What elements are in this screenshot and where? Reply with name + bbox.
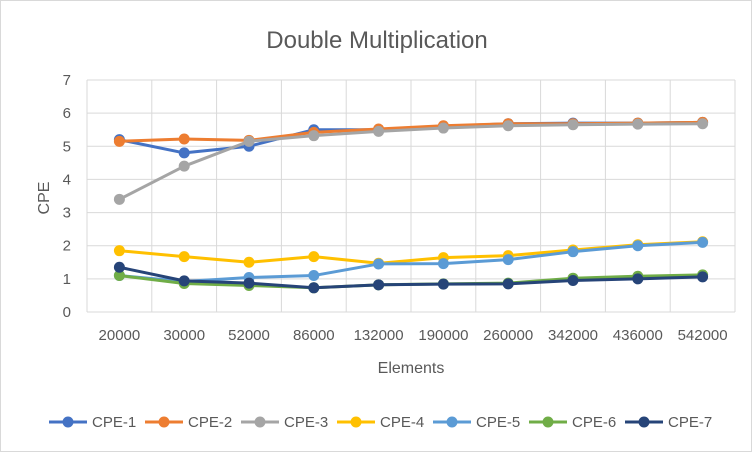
series-line bbox=[118, 122, 703, 201]
legend-label: CPE-3 bbox=[284, 414, 328, 431]
chart-title: Double Multiplication bbox=[266, 27, 487, 54]
data-point bbox=[697, 118, 709, 130]
data-point bbox=[502, 120, 514, 132]
legend-label: CPE-6 bbox=[572, 414, 616, 431]
data-point bbox=[178, 160, 190, 172]
data-point bbox=[243, 277, 255, 289]
y-tick-label: 7 bbox=[63, 72, 71, 89]
legend-item-cpe-2: CPE-2 bbox=[145, 414, 232, 431]
y-axis-ticks: 0 1 2 3 4 5 6 7 bbox=[63, 72, 71, 321]
data-point bbox=[308, 251, 320, 263]
x-tick-label: 542000 bbox=[678, 327, 728, 344]
data-point bbox=[113, 270, 125, 282]
x-tick-label: 30000 bbox=[163, 327, 205, 344]
y-axis-title: CPE bbox=[36, 182, 53, 215]
data-point bbox=[567, 275, 579, 287]
y-tick-label: 1 bbox=[63, 271, 71, 288]
legend-label: CPE-7 bbox=[668, 414, 712, 431]
x-axis-title: Elements bbox=[378, 360, 445, 377]
data-point bbox=[373, 125, 385, 137]
data-point bbox=[632, 273, 644, 285]
data-point bbox=[632, 240, 644, 252]
legend-item-cpe-4: CPE-4 bbox=[337, 414, 424, 431]
data-point bbox=[502, 278, 514, 290]
data-point bbox=[113, 261, 125, 273]
legend-marker bbox=[446, 416, 458, 428]
y-tick-label: 2 bbox=[63, 238, 71, 255]
x-axis-ticks: 20000 30000 52000 86000 132000 190000 260000 34… bbox=[99, 327, 728, 344]
x-tick-label: 132000 bbox=[354, 327, 404, 344]
data-point bbox=[373, 279, 385, 291]
legend-marker bbox=[542, 416, 554, 428]
data-point bbox=[373, 258, 385, 270]
legend: CPE-1 CPE-2 CPE-3 CPE-4 CPE-5 CPE-6 CPE-7 bbox=[49, 414, 712, 431]
legend-item-cpe-7: CPE-7 bbox=[625, 414, 712, 431]
legend-item-cpe-1: CPE-1 bbox=[49, 414, 136, 431]
data-point bbox=[437, 278, 449, 290]
series-line bbox=[119, 265, 703, 290]
x-tick-label: 20000 bbox=[99, 327, 141, 344]
data-point bbox=[178, 147, 190, 159]
y-tick-label: 5 bbox=[63, 138, 71, 155]
x-tick-label: 86000 bbox=[293, 327, 335, 344]
data-point bbox=[113, 135, 125, 147]
data-point bbox=[113, 245, 125, 257]
y-tick-label: 3 bbox=[63, 205, 71, 222]
gridlines bbox=[86, 79, 736, 313]
series-line bbox=[119, 240, 703, 284]
legend-marker bbox=[62, 416, 74, 428]
legend-item-cpe-3: CPE-3 bbox=[241, 414, 328, 431]
legend-item-cpe-6: CPE-6 bbox=[529, 414, 616, 431]
data-point bbox=[308, 270, 320, 282]
x-tick-label: 436000 bbox=[613, 327, 663, 344]
data-point bbox=[308, 282, 320, 294]
x-tick-label: 190000 bbox=[418, 327, 468, 344]
legend-marker bbox=[254, 416, 266, 428]
data-point bbox=[697, 236, 709, 248]
series-cpe-3 bbox=[113, 118, 709, 205]
legend-item-cpe-5: CPE-5 bbox=[433, 414, 520, 431]
data-point bbox=[437, 122, 449, 134]
x-tick-label: 260000 bbox=[483, 327, 533, 344]
y-tick-label: 0 bbox=[63, 304, 71, 321]
y-tick-label: 6 bbox=[63, 105, 71, 122]
data-point bbox=[308, 130, 320, 142]
y-tick-label: 4 bbox=[63, 171, 71, 188]
series-cpe-7 bbox=[113, 261, 709, 294]
legend-marker bbox=[158, 416, 170, 428]
data-point bbox=[178, 251, 190, 263]
data-point bbox=[243, 135, 255, 147]
series-lines bbox=[113, 116, 709, 294]
data-point bbox=[178, 133, 190, 145]
data-point bbox=[567, 246, 579, 258]
data-point bbox=[113, 193, 125, 205]
legend-label: CPE-2 bbox=[188, 414, 232, 431]
x-tick-label: 342000 bbox=[548, 327, 598, 344]
legend-label: CPE-4 bbox=[380, 414, 424, 431]
data-point bbox=[178, 275, 190, 287]
legend-marker bbox=[350, 416, 362, 428]
data-point bbox=[243, 256, 255, 268]
legend-label: CPE-5 bbox=[476, 414, 520, 431]
data-point bbox=[567, 119, 579, 131]
legend-marker bbox=[638, 416, 650, 428]
data-point bbox=[437, 258, 449, 270]
data-point bbox=[697, 271, 709, 283]
x-tick-label: 52000 bbox=[228, 327, 270, 344]
data-point bbox=[502, 254, 514, 266]
data-point bbox=[632, 118, 644, 130]
legend-label: CPE-1 bbox=[92, 414, 136, 431]
